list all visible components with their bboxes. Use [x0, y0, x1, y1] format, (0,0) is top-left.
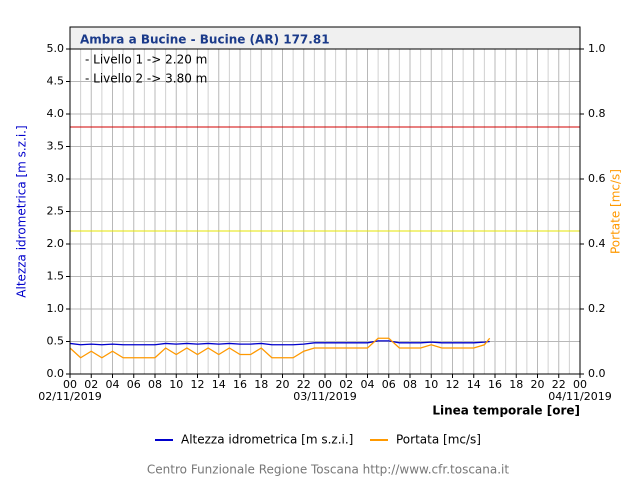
x-tick-label: 14 [467, 378, 481, 391]
y-tick-label: 3.5 [47, 140, 65, 153]
plot-frame [69, 48, 581, 375]
y-tick-label: 1.0 [47, 302, 65, 315]
x-tick-label: 00 [63, 378, 77, 391]
y-axis-label: Altezza idrometrica [m s.z.i.] [15, 125, 29, 297]
x-tick-label: 06 [382, 378, 396, 391]
x-date-label: 03/11/2019 [293, 390, 356, 403]
y2-tick-label: 0.8 [588, 107, 606, 120]
threshold-label: - Livello 2 -> 3.80 m [85, 72, 207, 86]
x-tick-label: 22 [297, 378, 311, 391]
x-tick-label: 00 [318, 378, 332, 391]
x-tick-label: 08 [403, 378, 417, 391]
x-axis-label: Linea temporale [ore] [432, 404, 580, 418]
x-tick-label: 16 [488, 378, 502, 391]
x-tick-label: 12 [446, 378, 460, 391]
y-tick-label: 0.5 [47, 335, 65, 348]
y-tick-label: 0.0 [47, 367, 65, 380]
y-tick-label: 3.0 [47, 172, 65, 185]
y2-tick-label: 0.6 [588, 172, 606, 185]
y2-axis-label: Portate [mc/s] [609, 169, 623, 254]
series-line [69, 337, 491, 359]
y2-tick-label: 0.4 [588, 237, 606, 250]
legend-label: Altezza idrometrica [m s.z.i.] [181, 433, 353, 447]
x-tick-label: 12 [191, 378, 205, 391]
x-tick-label: 06 [127, 378, 141, 391]
x-tick-label: 20 [276, 378, 290, 391]
y-tick-label: 4.5 [47, 75, 65, 88]
y-tick-label: 2.0 [47, 237, 65, 250]
x-tick-label: 00 [573, 378, 587, 391]
x-tick-label: 08 [148, 378, 162, 391]
x-tick-label: 16 [233, 378, 247, 391]
x-tick-label: 20 [531, 378, 545, 391]
threshold-label: - Livello 1 -> 2.20 m [85, 53, 207, 67]
x-tick-label: 10 [424, 378, 438, 391]
x-tick-label: 18 [509, 378, 523, 391]
series-line [69, 340, 490, 346]
y2-tick-label: 0.0 [588, 367, 606, 380]
x-date-label: 02/11/2019 [38, 390, 101, 403]
chart-title: Ambra a Bucine - Bucine (AR) 177.81 [80, 33, 330, 47]
x-tick-label: 10 [169, 378, 183, 391]
y2-tick-label: 1.0 [588, 42, 606, 55]
x-tick-label: 04 [361, 378, 375, 391]
x-date-label: 04/11/2019 [548, 390, 611, 403]
footer: Centro Funzionale Regione Toscana http:/… [147, 463, 509, 477]
x-tick-label: 14 [212, 378, 226, 391]
y-tick-label: 1.5 [47, 270, 65, 283]
x-tick-label: 04 [106, 378, 120, 391]
x-tick-label: 02 [339, 378, 353, 391]
x-tick-label: 18 [254, 378, 268, 391]
x-tick-label: 02 [84, 378, 98, 391]
y-tick-label: 4.0 [47, 107, 65, 120]
x-tick-label: 22 [552, 378, 566, 391]
y-tick-label: 5.0 [47, 42, 65, 55]
y-tick-label: 2.5 [47, 205, 65, 218]
y2-tick-label: 0.2 [588, 302, 606, 315]
legend-label: Portata [mc/s] [396, 433, 481, 447]
